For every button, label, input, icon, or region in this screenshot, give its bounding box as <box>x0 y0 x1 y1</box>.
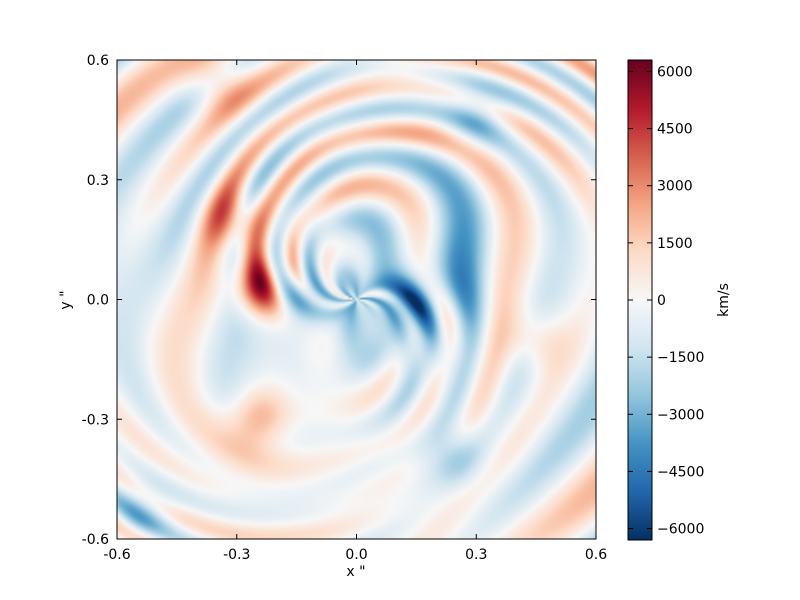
colorbar-tick-label: −6000 <box>657 522 704 538</box>
x-tick-label: 0.6 <box>585 547 607 563</box>
x-tick-label: -0.6 <box>103 547 130 563</box>
colorbar-tick-label: 0 <box>657 293 666 309</box>
colorbar-tick-label: −3000 <box>657 407 704 423</box>
y-axis-label: y " <box>58 290 74 309</box>
colorbar-ticks: 6000 4500 3000 1500 0 −1500 −3000 −4500 −6000 <box>628 64 704 538</box>
y-tick-label: 0.3 <box>87 173 109 189</box>
y-axis-ticks: -0.6 -0.3 0.0 0.3 0.6 <box>82 53 596 548</box>
velocity-heatmap <box>117 60 596 539</box>
colorbar: 6000 4500 3000 1500 0 −1500 −3000 −4500 −6000 km… <box>627 59 732 541</box>
colorbar-label: km/s <box>716 283 732 317</box>
colorbar-tick-label: 6000 <box>657 64 693 80</box>
y-tick-label: -0.6 <box>82 532 109 548</box>
x-tick-label: 0.3 <box>465 547 487 563</box>
heatmap-plot <box>116 59 597 540</box>
x-tick-label: -0.3 <box>223 547 250 563</box>
y-tick-label: -0.3 <box>82 412 109 428</box>
y-tick-label: 0.6 <box>87 53 109 69</box>
x-axis-ticks: -0.6 -0.3 0.0 0.3 0.6 <box>103 60 607 563</box>
colorbar-tick-label: 4500 <box>657 122 693 138</box>
colorbar-tick-label: 1500 <box>657 236 693 252</box>
x-axis-label: x " <box>346 564 365 580</box>
colorbar-tick-label: −4500 <box>657 464 704 480</box>
y-tick-label: 0.0 <box>87 293 109 309</box>
colorbar-tick-label: −1500 <box>657 350 704 366</box>
colorbar-tick-label: 3000 <box>657 179 693 195</box>
x-tick-label: 0.0 <box>345 547 367 563</box>
